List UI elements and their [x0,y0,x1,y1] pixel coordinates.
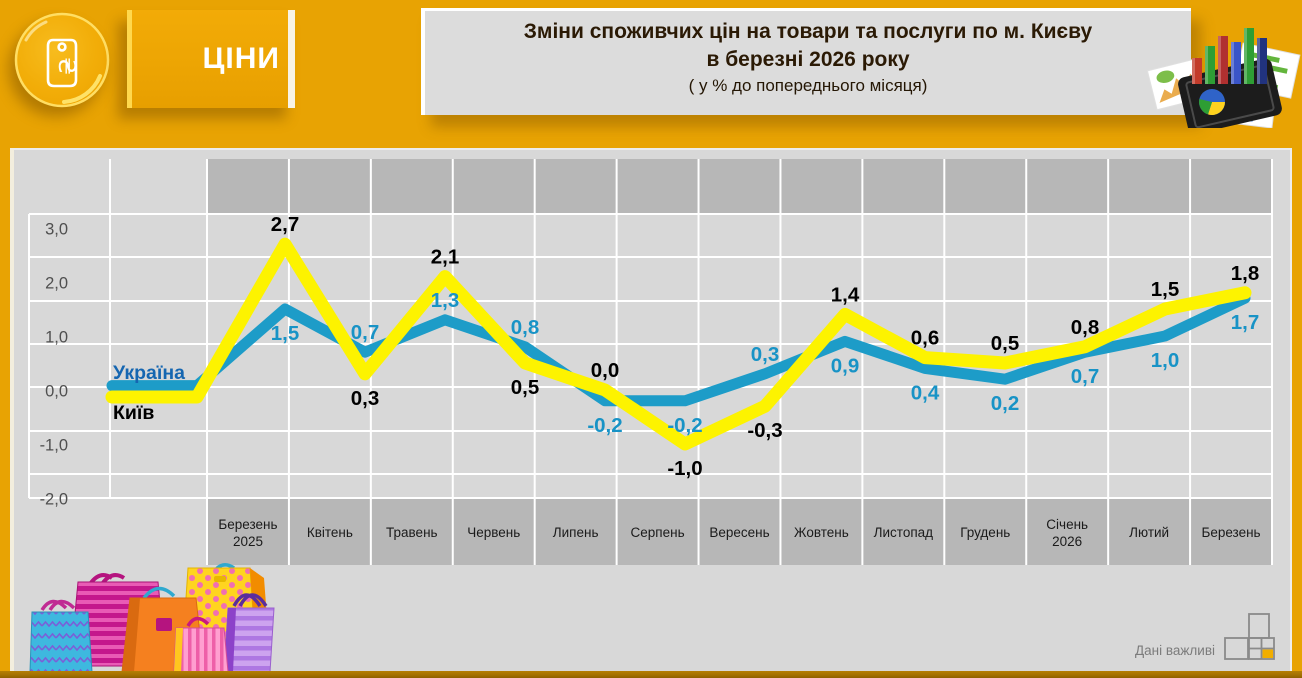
svg-text:2,7: 2,7 [271,213,300,236]
svg-text:Липень: Липень [553,525,599,540]
chart-panel: 3,0 2,0 1,0 0,0 -1,0 -2,0 Березень 2025 Квітень Т… [10,148,1292,673]
category-badge: ЦІНИ [127,10,295,108]
svg-text:0,3: 0,3 [751,343,780,366]
price-tag-icon: ₴ [14,12,110,108]
svg-text:-0,2: -0,2 [667,414,702,437]
svg-text:1,0: 1,0 [1151,349,1180,372]
svg-text:-2,0: -2,0 [40,491,68,509]
svg-text:0,7: 0,7 [1071,365,1100,388]
svg-text:Листопад: Листопад [874,525,934,540]
svg-text:0,8: 0,8 [511,316,540,339]
svg-text:0,8: 0,8 [1071,316,1100,339]
svg-text:3,0: 3,0 [45,221,68,239]
svg-text:0,5: 0,5 [991,332,1020,355]
svg-text:0,0: 0,0 [45,383,68,401]
title-box: Зміни споживчих цін на товари та послуги… [421,8,1191,115]
bag-lilac [223,593,275,673]
svg-text:-1,0: -1,0 [40,437,68,455]
svg-text:0,2: 0,2 [991,392,1020,415]
svg-text:₴: ₴ [53,57,79,75]
svg-text:1,0: 1,0 [45,329,68,347]
tablet-chart-illustration [1146,28,1301,128]
statistics-logo-icon [1224,613,1275,660]
svg-text:1,5: 1,5 [1151,278,1180,301]
svg-text:0,5: 0,5 [511,376,540,399]
logo-accent-square [1262,649,1273,658]
legend-ukraine: Україна [113,362,185,384]
line-chart: 3,0 2,0 1,0 0,0 -1,0 -2,0 Березень 2025 Квітень Т… [28,159,1273,565]
svg-text:Квітень: Квітень [307,525,353,540]
svg-text:Березень: Березень [1201,525,1260,540]
svg-text:Лютий: Лютий [1129,525,1169,540]
svg-text:-1,0: -1,0 [667,457,702,480]
svg-text:Червень: Червень [467,525,520,540]
svg-text:-0,3: -0,3 [747,419,782,442]
legend-kyiv: Київ [113,402,154,424]
bag-pink [173,616,229,673]
bottom-strip [0,671,1302,678]
bag-cyan [29,599,93,673]
svg-text:1,3: 1,3 [431,289,460,312]
svg-text:0,3: 0,3 [351,387,380,410]
svg-text:1,5: 1,5 [271,322,300,345]
svg-text:Травень: Травень [386,525,438,540]
svg-text:0,9: 0,9 [831,354,860,377]
svg-text:2,0: 2,0 [45,275,68,293]
svg-text:0,6: 0,6 [911,327,940,350]
svg-text:Вересень: Вересень [709,525,769,540]
chart-title-line2: в березні 2026 року [706,48,910,71]
category-badge-label: ЦІНИ [202,42,280,75]
svg-text:2,1: 2,1 [431,246,460,269]
svg-text:1,7: 1,7 [1231,311,1260,334]
svg-text:0,0: 0,0 [591,359,620,382]
shopping-bags-illustration [29,563,275,673]
chart-title-line1: Зміни споживчих цін на товари та послуги… [523,20,1093,43]
chart-subtitle: ( у % до попереднього місяця) [688,76,928,95]
svg-text:Серпень: Серпень [631,525,685,540]
brand-text: Дані важливі [1134,643,1215,658]
brand: Дані важливі [1135,613,1276,661]
svg-text:Жовтень: Жовтень [794,525,849,540]
svg-text:0,7: 0,7 [351,321,380,344]
svg-text:0,4: 0,4 [911,381,940,404]
svg-text:1,4: 1,4 [831,283,860,306]
svg-text:Грудень: Грудень [960,525,1010,540]
tag-glyph [46,38,78,88]
svg-text:1,8: 1,8 [1231,262,1260,285]
pie-icon [1199,89,1225,116]
svg-text:-0,2: -0,2 [587,414,622,437]
bars-3d-icon [1192,28,1267,84]
